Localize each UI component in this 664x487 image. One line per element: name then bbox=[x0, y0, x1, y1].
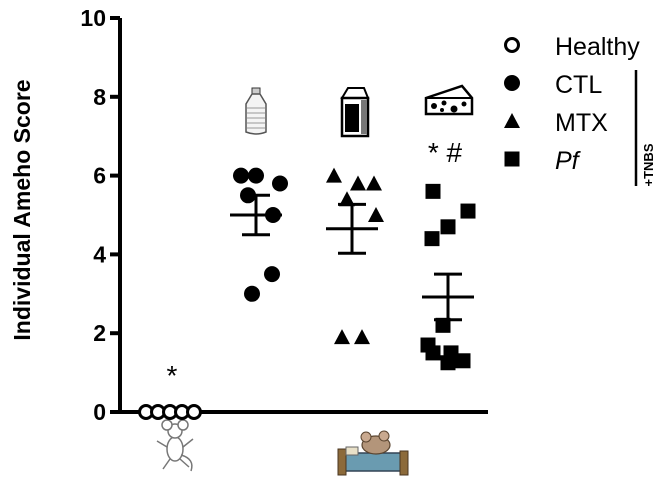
carton-panel bbox=[345, 104, 359, 132]
data-marks bbox=[138, 167, 476, 420]
bed-blanket bbox=[339, 452, 403, 472]
y-axis-label: Individual Ameho Score bbox=[9, 79, 35, 340]
legend-marker bbox=[504, 75, 520, 91]
data-point bbox=[350, 175, 366, 191]
legend-label: MTX bbox=[555, 109, 608, 137]
y-tick-label: 4 bbox=[93, 241, 106, 267]
data-point bbox=[440, 219, 456, 235]
mouse-ear bbox=[378, 430, 390, 442]
legend-label: Pf bbox=[555, 147, 582, 175]
mouse-ear bbox=[161, 419, 173, 431]
data-point bbox=[354, 329, 370, 345]
data-point bbox=[186, 404, 202, 420]
significance-annotation: * bbox=[167, 360, 178, 391]
legend-marker bbox=[504, 151, 520, 167]
data-point bbox=[366, 175, 382, 191]
y-tick-label: 8 bbox=[93, 84, 106, 110]
data-point bbox=[460, 203, 476, 219]
mean-sem-mtx bbox=[326, 202, 378, 255]
data-point bbox=[248, 167, 264, 184]
tnbs-bracket-label: +TNBS bbox=[641, 143, 656, 186]
cheese-hole bbox=[431, 103, 437, 109]
bed-post bbox=[399, 450, 409, 476]
carton-top bbox=[340, 87, 370, 99]
data-point bbox=[424, 231, 440, 247]
data-point bbox=[264, 266, 280, 283]
data-point bbox=[272, 175, 288, 192]
carton-side bbox=[361, 100, 367, 134]
mouse-ear bbox=[177, 419, 189, 431]
bed-post bbox=[337, 448, 347, 476]
pillow bbox=[345, 446, 359, 456]
data-point bbox=[455, 353, 471, 369]
legend-label: Healthy bbox=[555, 33, 640, 61]
data-point bbox=[244, 285, 260, 302]
mouse-healthy-icon bbox=[156, 419, 194, 472]
cheese-hole bbox=[441, 100, 447, 106]
data-point bbox=[233, 167, 249, 184]
data-point bbox=[425, 183, 441, 199]
series-mtx bbox=[326, 167, 384, 345]
data-point bbox=[368, 207, 384, 222]
series-healthy bbox=[138, 404, 202, 420]
cheese-icon bbox=[424, 84, 474, 116]
annotations: * * # bbox=[167, 137, 463, 391]
cheese-hole bbox=[450, 105, 458, 113]
mouse-body bbox=[166, 436, 184, 462]
bottle-body bbox=[245, 93, 267, 135]
milk-carton-icon bbox=[340, 87, 370, 138]
data-point bbox=[339, 191, 355, 207]
mouse-sick-icon bbox=[337, 430, 409, 476]
data-point bbox=[435, 317, 451, 333]
mean-sem-ctl bbox=[230, 193, 282, 237]
series-pf bbox=[420, 183, 476, 371]
mean-sem-bars bbox=[230, 193, 474, 322]
legend: Healthy CTL MTX Pf +TNBS bbox=[504, 33, 656, 186]
cheese-wedge bbox=[424, 84, 474, 116]
y-tick-label: 0 bbox=[93, 399, 106, 425]
data-point bbox=[326, 167, 342, 183]
significance-annotation: * # bbox=[428, 137, 463, 168]
mouse-limbs bbox=[156, 438, 194, 472]
legend-entry-healthy: Healthy bbox=[504, 33, 640, 61]
y-tick-label: 6 bbox=[93, 163, 106, 189]
y-tick-label: 2 bbox=[93, 320, 106, 346]
bottle-cap bbox=[251, 87, 261, 95]
water-bottle-icon bbox=[245, 87, 267, 135]
data-point bbox=[443, 345, 459, 361]
legend-entry-mtx: MTX bbox=[504, 109, 608, 137]
data-point bbox=[334, 329, 350, 345]
y-ticks: 0 2 4 6 8 10 bbox=[80, 5, 120, 425]
legend-label: CTL bbox=[555, 71, 602, 99]
legend-entry-pf: Pf bbox=[504, 147, 582, 175]
cheese-hole bbox=[461, 101, 467, 107]
legend-marker bbox=[504, 37, 520, 53]
legend-entry-ctl: CTL bbox=[504, 71, 602, 99]
y-tick-label: 10 bbox=[80, 5, 106, 31]
mouse-ear bbox=[360, 431, 372, 443]
group-icons bbox=[156, 84, 474, 476]
legend-marker bbox=[504, 113, 520, 128]
cheese-hole bbox=[440, 108, 444, 112]
mean-sem-pf bbox=[422, 272, 474, 322]
data-point bbox=[425, 345, 441, 361]
